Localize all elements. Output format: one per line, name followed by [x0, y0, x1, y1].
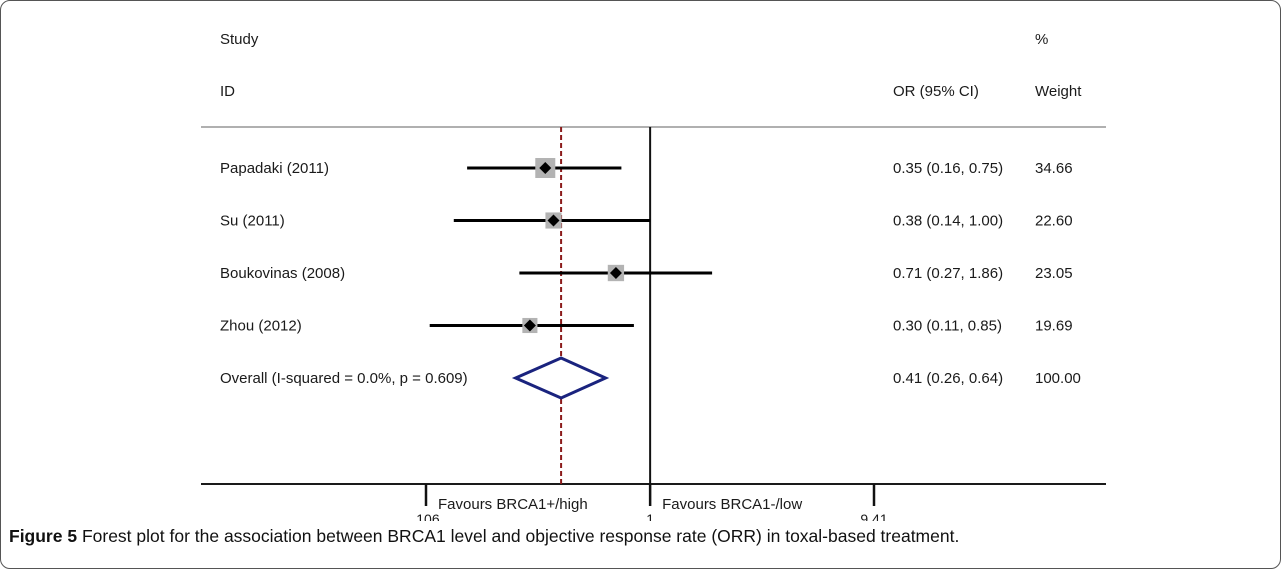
weight-value: 23.05	[1035, 265, 1073, 282]
percent-header: %	[1035, 31, 1048, 48]
figure-label: Figure 5	[9, 526, 78, 546]
study-label: Su (2011)	[220, 213, 285, 230]
x-tick-label: 9.41	[860, 511, 887, 521]
study-label: Papadaki (2011)	[220, 160, 329, 177]
weight-header: Weight	[1035, 83, 1082, 100]
study-row: Papadaki (2011) 0.35 (0.16, 0.75) 34.66	[220, 158, 1073, 178]
figure-caption: Figure 5 Forest plot for the association…	[9, 526, 959, 547]
overall-or-ci-value: 0.41 (0.26, 0.64)	[893, 370, 1003, 387]
or-ci-value: 0.38 (0.14, 1.00)	[893, 213, 1003, 230]
column-headers: Study ID OR (95% CI) % Weight	[220, 31, 1082, 100]
study-header: Study	[220, 31, 259, 48]
weight-value: 34.66	[1035, 160, 1073, 177]
point-estimate-marker	[609, 267, 622, 279]
id-header: ID	[220, 83, 235, 100]
study-row: Zhou (2012) 0.30 (0.11, 0.85) 19.69	[220, 318, 1073, 335]
or-ci-value: 0.35 (0.16, 0.75)	[893, 160, 1003, 177]
favours-right-label: Favours BRCA1-/low	[662, 496, 802, 513]
favours-left-label: Favours BRCA1+/high	[438, 496, 588, 513]
overall-weight-value: 100.00	[1035, 370, 1081, 387]
overall-label: Overall (I-squared = 0.0%, p = 0.609)	[220, 370, 468, 387]
study-row: Boukovinas (2008) 0.71 (0.27, 1.86) 23.05	[220, 264, 1073, 282]
point-estimate-marker	[539, 162, 552, 174]
overall-row: Overall (I-squared = 0.0%, p = 0.609) 0.4…	[220, 356, 1081, 400]
caption-text: Forest plot for the association between …	[77, 526, 960, 546]
point-estimate-marker	[523, 319, 536, 332]
weight-value: 19.69	[1035, 318, 1073, 335]
x-tick-label: .106	[412, 511, 439, 521]
or-ci-value: 0.71 (0.27, 1.86)	[893, 265, 1003, 282]
study-label: Zhou (2012)	[220, 318, 302, 335]
or-ci-header: OR (95% CI)	[893, 83, 979, 100]
study-row: Su (2011) 0.38 (0.14, 1.00) 22.60	[220, 212, 1073, 230]
x-tick-label: 1	[646, 511, 654, 521]
point-estimate-marker	[547, 214, 560, 227]
forest-plot: Study ID OR (95% CI) % Weight Papadaki (…	[201, 31, 1106, 521]
study-rows: Papadaki (2011) 0.35 (0.16, 0.75) 34.66 Su …	[220, 158, 1081, 400]
x-axis: .106 1 9.41 Favours BRCA1+/high Favours BRCA…	[412, 484, 888, 521]
overall-diamond	[511, 356, 610, 400]
weight-value: 22.60	[1035, 213, 1073, 230]
or-ci-value: 0.30 (0.11, 0.85)	[893, 318, 1002, 335]
study-label: Boukovinas (2008)	[220, 265, 345, 282]
